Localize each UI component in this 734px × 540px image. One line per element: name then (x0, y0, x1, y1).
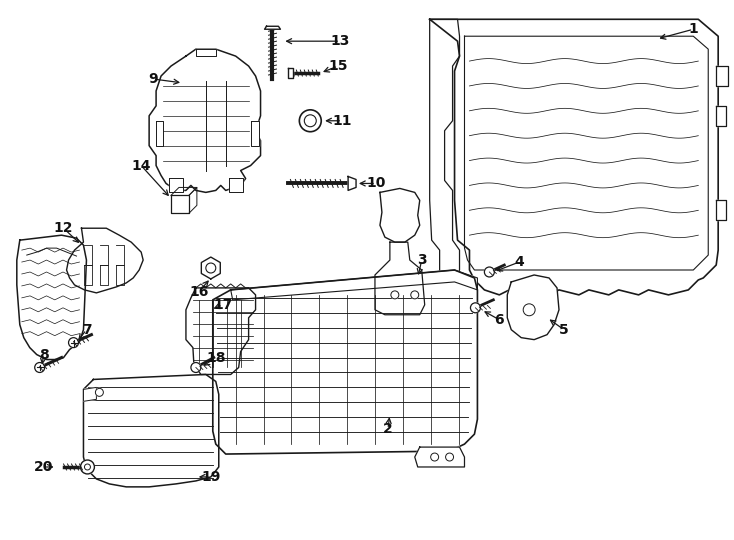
Text: 5: 5 (559, 323, 569, 337)
Polygon shape (716, 106, 726, 126)
Text: 3: 3 (417, 253, 426, 267)
Polygon shape (429, 19, 459, 285)
Text: 4: 4 (515, 255, 524, 269)
Text: 7: 7 (81, 323, 91, 337)
Text: 1: 1 (688, 22, 698, 36)
Polygon shape (17, 235, 87, 360)
Circle shape (411, 291, 418, 299)
Circle shape (81, 460, 95, 474)
Circle shape (68, 338, 79, 348)
Text: 2: 2 (383, 422, 393, 436)
Polygon shape (415, 447, 465, 467)
Text: 9: 9 (148, 72, 158, 86)
Polygon shape (186, 288, 255, 374)
Polygon shape (201, 257, 220, 279)
Circle shape (191, 362, 201, 373)
Circle shape (484, 267, 494, 277)
Text: 16: 16 (189, 285, 208, 299)
Polygon shape (196, 49, 216, 56)
Polygon shape (716, 66, 728, 86)
Circle shape (431, 453, 439, 461)
Text: 15: 15 (328, 59, 348, 73)
Text: 18: 18 (206, 350, 225, 365)
Polygon shape (156, 121, 163, 146)
Text: 13: 13 (330, 34, 350, 48)
Text: 8: 8 (39, 348, 48, 362)
Polygon shape (213, 270, 477, 454)
Polygon shape (149, 49, 261, 192)
Text: 12: 12 (54, 221, 73, 235)
Polygon shape (507, 275, 559, 340)
Polygon shape (429, 19, 718, 295)
Circle shape (84, 464, 90, 470)
Text: 19: 19 (201, 470, 220, 484)
Polygon shape (250, 121, 258, 146)
Circle shape (523, 304, 535, 316)
Circle shape (95, 388, 103, 396)
Text: 20: 20 (34, 460, 54, 474)
Polygon shape (716, 200, 726, 220)
Polygon shape (169, 179, 183, 192)
Text: 6: 6 (495, 313, 504, 327)
Polygon shape (380, 188, 420, 242)
Polygon shape (348, 177, 356, 191)
Polygon shape (229, 179, 243, 192)
Circle shape (206, 263, 216, 273)
Circle shape (299, 110, 321, 132)
Circle shape (391, 291, 399, 299)
Text: 14: 14 (131, 159, 151, 173)
Polygon shape (171, 195, 189, 213)
Polygon shape (84, 374, 219, 487)
Circle shape (34, 362, 45, 373)
Text: 10: 10 (366, 177, 385, 191)
Text: 17: 17 (213, 298, 233, 312)
Polygon shape (288, 68, 294, 78)
Text: 11: 11 (333, 114, 352, 128)
Polygon shape (230, 270, 477, 300)
Circle shape (446, 453, 454, 461)
Polygon shape (375, 242, 425, 315)
Circle shape (305, 115, 316, 127)
Polygon shape (264, 26, 280, 29)
Polygon shape (84, 387, 96, 401)
Polygon shape (67, 228, 143, 293)
Circle shape (470, 303, 481, 313)
